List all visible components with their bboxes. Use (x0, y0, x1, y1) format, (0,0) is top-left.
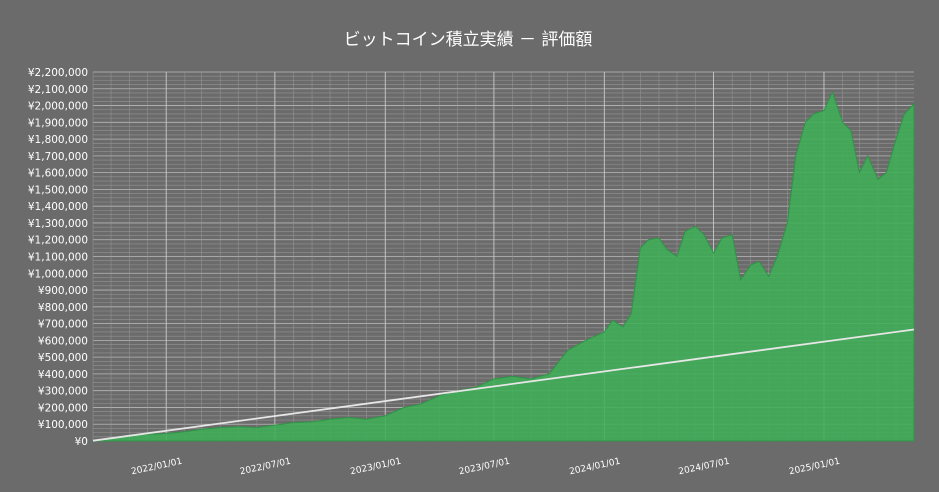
y-tick-label: ¥1,000,000 (28, 268, 88, 280)
y-tick-label: ¥1,200,000 (28, 235, 88, 247)
y-tick-label: ¥200,000 (38, 402, 88, 414)
y-tick-label: ¥1,800,000 (28, 134, 88, 146)
y-tick-label: ¥1,700,000 (28, 151, 88, 163)
x-tick-label: 2024/01/01 (568, 457, 621, 478)
line-layer (92, 328, 915, 442)
y-tick-label: ¥1,100,000 (28, 252, 88, 264)
y-tick-label: ¥900,000 (38, 285, 88, 297)
x-tick-label: 2023/07/01 (458, 457, 511, 478)
y-tick-label: ¥1,900,000 (28, 117, 88, 129)
x-tick-label: 2022/01/01 (130, 457, 183, 478)
y-tick-label: ¥1,500,000 (28, 184, 88, 196)
valuation-area (92, 90, 915, 442)
y-tick-label: ¥2,000,000 (28, 101, 88, 113)
chart-title: ビットコイン積立実績 － 評価額 (344, 30, 593, 50)
y-tick-label: ¥700,000 (38, 319, 88, 331)
x-tick-label: 2025/01/01 (788, 457, 841, 478)
y-tick-label: ¥300,000 (38, 386, 88, 398)
y-tick-label: ¥0 (75, 436, 88, 448)
y-tick-label: ¥2,200,000 (28, 67, 88, 79)
x-tick-label: 2023/01/01 (349, 457, 402, 478)
y-tick-label: ¥1,600,000 (28, 168, 88, 180)
area-layer (92, 90, 915, 442)
y-tick-label: ¥600,000 (38, 335, 88, 347)
x-tick-label: 2022/07/01 (239, 457, 292, 478)
y-tick-label: ¥400,000 (38, 369, 88, 381)
y-tick-label: ¥500,000 (38, 352, 88, 364)
x-tick-label: 2024/07/01 (678, 457, 731, 478)
y-tick-label: ¥2,100,000 (28, 84, 88, 96)
y-tick-label: ¥100,000 (38, 419, 88, 431)
y-tick-label: ¥800,000 (38, 302, 88, 314)
y-tick-label: ¥1,300,000 (28, 218, 88, 230)
y-tick-label: ¥1,400,000 (28, 201, 88, 213)
investment-line (92, 328, 915, 442)
